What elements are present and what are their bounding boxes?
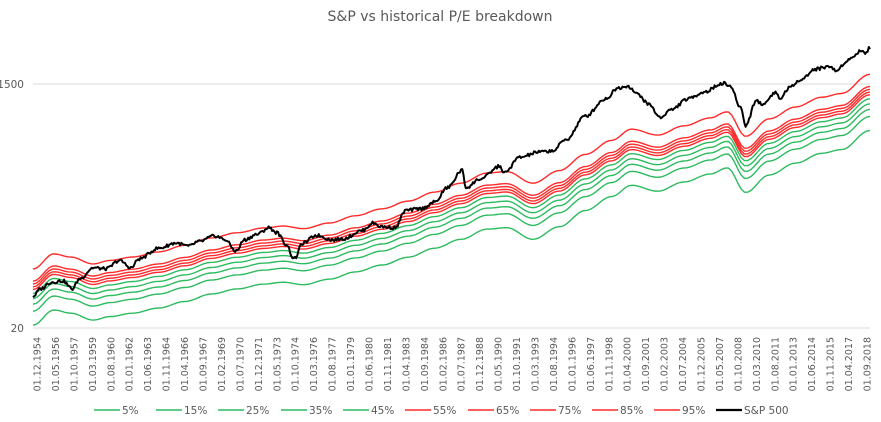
legend-item[interactable]: 35% [281, 405, 332, 417]
x-tick-label: 01.01.2013 [789, 337, 800, 391]
x-tick-label: 01.05.2007 [715, 337, 726, 391]
x-tick-label: 01.07.1970 [235, 337, 246, 391]
series-line-5pct [32, 129, 871, 326]
legend-label: 5% [122, 405, 139, 417]
x-tick-label: 01.07.1987 [457, 337, 468, 391]
x-tick-label: 01.11.1964 [162, 337, 173, 391]
series-line-95pct [32, 73, 871, 270]
legend-item[interactable]: 45% [343, 405, 394, 417]
x-tick-label: 01.01.1979 [346, 337, 357, 391]
legend-item[interactable]: 5% [94, 405, 139, 417]
x-tick-label: 01.04.1966 [180, 337, 191, 391]
x-tick-label: 01.11.1998 [604, 337, 615, 391]
y-tick-label: 20 [11, 323, 24, 335]
x-tick-label: 01.04.2017 [844, 337, 855, 391]
x-tick-label: 01.08.2011 [770, 337, 781, 391]
x-tick-label: 01.06.1963 [143, 337, 154, 391]
legend-item[interactable]: 15% [156, 405, 207, 417]
legend-label: S&P 500 [744, 405, 789, 417]
y-axis-ticks: 20 1500 [0, 79, 24, 335]
series-line-45pct [32, 98, 871, 295]
x-tick-label: 01.07.2004 [678, 337, 689, 391]
x-tick-label: 01.06.1997 [586, 337, 597, 391]
x-tick-label: 01.03.2010 [752, 337, 763, 391]
x-tick-label: 01.02.1986 [438, 337, 449, 391]
x-tick-label: 01.08.1994 [549, 337, 560, 391]
x-tick-label: 01.03.1976 [309, 337, 320, 391]
x-tick-label: 01.08.1960 [106, 337, 117, 391]
series-line-35pct [32, 103, 871, 300]
series-line-75pct [32, 88, 871, 285]
legend-item[interactable]: 55% [405, 405, 456, 417]
x-tick-label: 01.04.1983 [401, 337, 412, 391]
x-tick-label: 01.12.1954 [33, 337, 44, 391]
x-tick-label: 01.03.1993 [531, 337, 542, 391]
x-tick-label: 01.03.1959 [88, 337, 99, 391]
x-tick-label: 01.10.1957 [69, 337, 80, 391]
x-tick-label: 01.05.1973 [272, 337, 283, 391]
x-tick-label: 01.09.1984 [420, 337, 431, 391]
series-line-25pct [32, 108, 871, 305]
series-line-85pct [32, 85, 871, 282]
x-tick-label: 01.10.2008 [733, 337, 744, 391]
x-tick-label: 01.10.1974 [291, 337, 302, 391]
x-tick-label: 01.01.1996 [567, 337, 578, 391]
legend-item[interactable]: 25% [218, 405, 269, 417]
legend-label: 75% [558, 405, 581, 417]
legend-label: 45% [371, 405, 394, 417]
x-tick-label: 01.09.1967 [199, 337, 210, 391]
x-tick-label: 01.12.1988 [475, 337, 486, 391]
x-tick-label: 01.11.2015 [826, 337, 837, 391]
x-tick-label: 01.08.1977 [328, 337, 339, 391]
x-tick-label: 01.10.1991 [512, 337, 523, 391]
series-line-55pct [32, 94, 871, 291]
legend: 5% 15% 25% 35% 45% 55% 65% 75% 85% 95% S&P 500 [94, 405, 789, 417]
x-tick-label: 01.04.2000 [623, 337, 634, 391]
legend-label: 55% [433, 405, 456, 417]
legend-item[interactable]: S&P 500 [716, 405, 789, 417]
legend-label: 85% [620, 405, 643, 417]
legend-label: 15% [184, 405, 207, 417]
x-tick-label: 01.05.1956 [51, 337, 62, 391]
x-tick-label: 01.12.1971 [254, 337, 265, 391]
legend-item[interactable]: 75% [530, 405, 581, 417]
legend-label: 65% [496, 405, 519, 417]
series-line-sp500 [32, 46, 871, 298]
legend-label: 95% [682, 405, 705, 417]
series-line-15pct [32, 115, 871, 312]
x-tick-label: 01.09.2018 [863, 337, 874, 391]
x-tick-label: 01.01.1962 [125, 337, 136, 391]
x-tick-label: 01.05.1990 [494, 337, 505, 391]
series-line-65pct [32, 91, 871, 288]
legend-item[interactable]: 65% [468, 405, 519, 417]
grid [33, 83, 870, 329]
x-axis-ticks: 01.12.1954 01.05.1956 01.10.1957 01.03.1959… [33, 337, 874, 391]
legend-item[interactable]: 95% [654, 405, 705, 417]
chart-title: S&P vs historical P/E breakdown [328, 9, 553, 25]
x-tick-label: 01.06.2014 [807, 337, 818, 391]
x-tick-label: 01.06.1980 [365, 337, 376, 391]
legend-label: 35% [309, 405, 332, 417]
x-tick-label: 01.02.1969 [217, 337, 228, 391]
x-tick-label: 01.02.2003 [660, 337, 671, 391]
x-tick-label: 01.12.2005 [697, 337, 708, 391]
series-lines [32, 46, 871, 326]
legend-label: 25% [246, 405, 269, 417]
legend-item[interactable]: 85% [592, 405, 643, 417]
x-tick-label: 01.09.2001 [641, 337, 652, 391]
x-tick-label: 01.11.1981 [383, 337, 394, 391]
y-tick-label: 1500 [0, 79, 24, 91]
